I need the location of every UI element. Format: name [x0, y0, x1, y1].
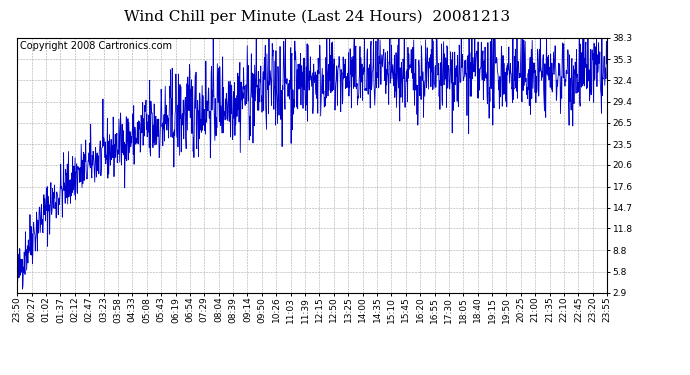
Text: Wind Chill per Minute (Last 24 Hours)  20081213: Wind Chill per Minute (Last 24 Hours) 20… [124, 9, 511, 24]
Text: Copyright 2008 Cartronics.com: Copyright 2008 Cartronics.com [20, 41, 172, 51]
